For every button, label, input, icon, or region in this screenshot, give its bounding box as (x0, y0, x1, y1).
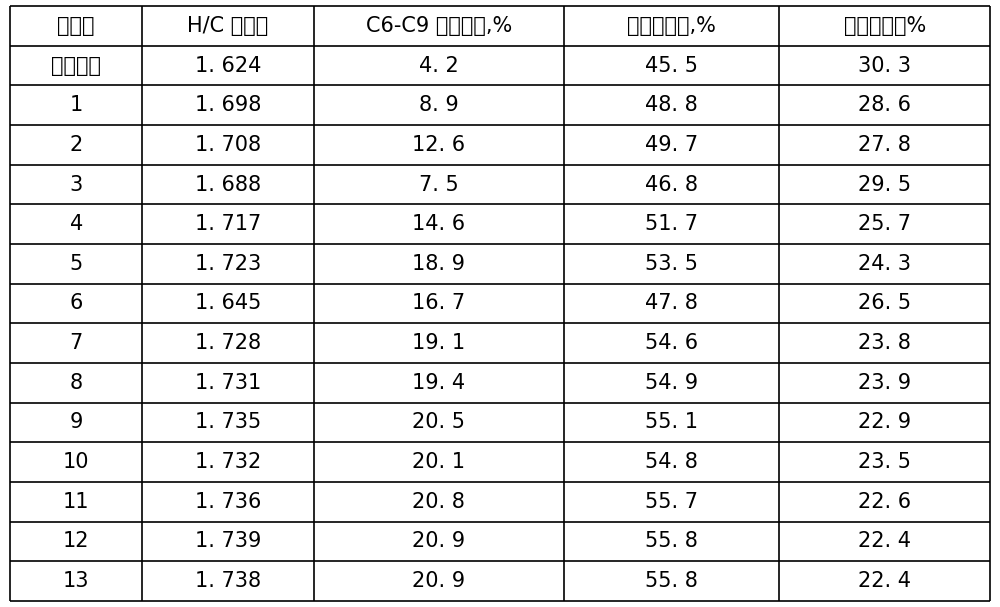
Text: 1. 739: 1. 739 (195, 532, 261, 551)
Text: 55. 1: 55. 1 (645, 413, 698, 432)
Text: 55. 8: 55. 8 (645, 532, 698, 551)
Text: 减渣收率，%: 减渣收率，% (844, 16, 926, 36)
Text: 30. 3: 30. 3 (858, 56, 911, 75)
Text: 10: 10 (63, 452, 89, 472)
Text: 1. 731: 1. 731 (195, 373, 261, 393)
Text: 4: 4 (70, 214, 83, 234)
Text: 23. 9: 23. 9 (858, 373, 911, 393)
Text: 1. 736: 1. 736 (195, 492, 261, 512)
Text: 53. 5: 53. 5 (645, 254, 698, 274)
Text: 13: 13 (63, 571, 89, 591)
Text: 27. 8: 27. 8 (858, 135, 911, 155)
Text: 47. 8: 47. 8 (645, 294, 698, 313)
Text: 54. 8: 54. 8 (645, 452, 698, 472)
Text: 55. 7: 55. 7 (645, 492, 698, 512)
Text: 22. 9: 22. 9 (858, 413, 911, 432)
Text: 45. 5: 45. 5 (645, 56, 698, 75)
Text: 1: 1 (70, 95, 83, 115)
Text: 1. 708: 1. 708 (195, 135, 261, 155)
Text: 7. 5: 7. 5 (419, 175, 459, 194)
Text: 23. 5: 23. 5 (858, 452, 911, 472)
Text: 1. 735: 1. 735 (195, 413, 261, 432)
Text: 19. 1: 19. 1 (412, 333, 465, 353)
Text: 3: 3 (70, 175, 83, 194)
Text: 1. 738: 1. 738 (195, 571, 261, 591)
Text: 49. 7: 49. 7 (645, 135, 698, 155)
Text: 28. 6: 28. 6 (858, 95, 911, 115)
Text: 16. 7: 16. 7 (412, 294, 465, 313)
Text: 19. 4: 19. 4 (412, 373, 465, 393)
Text: 20. 5: 20. 5 (412, 413, 465, 432)
Text: 20. 9: 20. 9 (412, 571, 465, 591)
Text: 22. 4: 22. 4 (858, 571, 911, 591)
Text: 54. 9: 54. 9 (645, 373, 698, 393)
Text: 23. 8: 23. 8 (858, 333, 911, 353)
Text: 20. 1: 20. 1 (412, 452, 465, 472)
Text: 1. 688: 1. 688 (195, 175, 261, 194)
Text: 22. 6: 22. 6 (858, 492, 911, 512)
Text: 22. 4: 22. 4 (858, 532, 911, 551)
Text: 1. 728: 1. 728 (195, 333, 261, 353)
Text: 54. 6: 54. 6 (645, 333, 698, 353)
Text: 26. 5: 26. 5 (858, 294, 911, 313)
Text: C6-C9 芳烃收率,%: C6-C9 芳烃收率,% (366, 16, 512, 36)
Text: 1. 698: 1. 698 (195, 95, 261, 115)
Text: 20. 9: 20. 9 (412, 532, 465, 551)
Text: 4. 2: 4. 2 (419, 56, 459, 75)
Text: 18. 9: 18. 9 (412, 254, 465, 274)
Text: 46. 8: 46. 8 (645, 175, 698, 194)
Text: 48. 8: 48. 8 (645, 95, 698, 115)
Text: 12: 12 (63, 532, 89, 551)
Text: 7: 7 (70, 333, 83, 353)
Text: 29. 5: 29. 5 (858, 175, 911, 194)
Text: 55. 8: 55. 8 (645, 571, 698, 591)
Text: 12. 6: 12. 6 (412, 135, 465, 155)
Text: 20. 8: 20. 8 (412, 492, 465, 512)
Text: 8. 9: 8. 9 (419, 95, 459, 115)
Text: 25. 7: 25. 7 (858, 214, 911, 234)
Text: 1. 645: 1. 645 (195, 294, 261, 313)
Text: 1. 624: 1. 624 (195, 56, 261, 75)
Text: 汽柴油收率,%: 汽柴油收率,% (627, 16, 716, 36)
Text: 9: 9 (69, 413, 83, 432)
Text: 5: 5 (70, 254, 83, 274)
Text: 14. 6: 14. 6 (412, 214, 465, 234)
Text: 2: 2 (70, 135, 83, 155)
Text: 1. 717: 1. 717 (195, 214, 261, 234)
Text: 11: 11 (63, 492, 89, 512)
Text: H/C 原子比: H/C 原子比 (187, 16, 269, 36)
Text: 24. 3: 24. 3 (858, 254, 911, 274)
Text: 8: 8 (70, 373, 83, 393)
Text: 6: 6 (69, 294, 83, 313)
Text: 实施例: 实施例 (57, 16, 95, 36)
Text: 1. 723: 1. 723 (195, 254, 261, 274)
Text: 沙特重油: 沙特重油 (51, 56, 101, 75)
Text: 51. 7: 51. 7 (645, 214, 698, 234)
Text: 1. 732: 1. 732 (195, 452, 261, 472)
